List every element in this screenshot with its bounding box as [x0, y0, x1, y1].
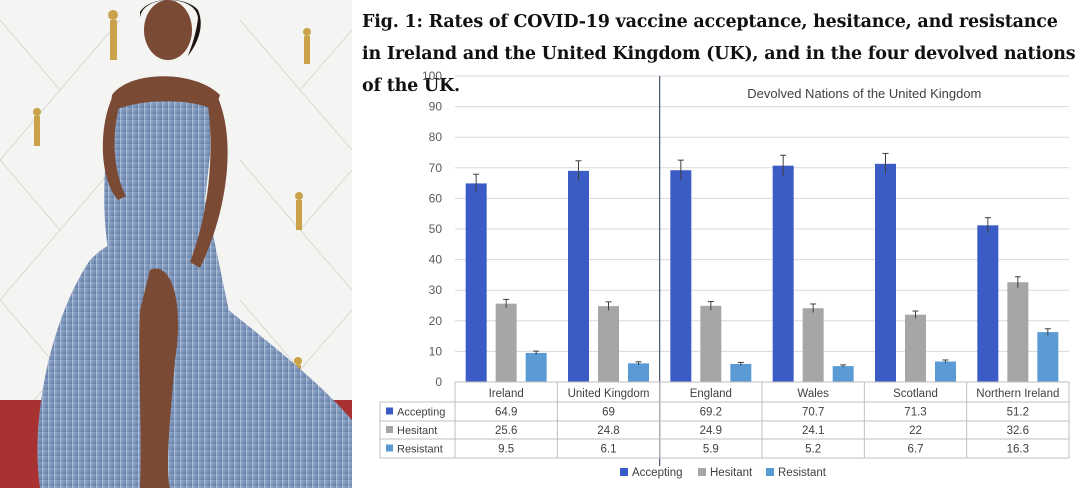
legend-label: Hesitant [710, 467, 753, 479]
bar-accepting [772, 165, 794, 382]
y-tick-label: 100 [422, 69, 442, 83]
y-tick-label: 80 [429, 130, 443, 144]
table-cell: 9.5 [498, 444, 514, 456]
bar-accepting [875, 163, 896, 382]
table-cell: 24.1 [802, 425, 824, 437]
y-tick-label: 70 [429, 161, 443, 175]
table-cell: 70.7 [802, 407, 824, 419]
category-label: England [690, 388, 732, 400]
bar-resistant [730, 363, 752, 382]
row-label: Accepting [397, 407, 445, 419]
figure-caption: Fig. 1: Rates of COVID-19 vaccine accept… [362, 12, 1076, 96]
table-cell: 16.3 [1007, 444, 1029, 456]
y-tick-label: 60 [429, 191, 443, 205]
chart-gridlines [455, 75, 1069, 383]
table-cell: 32.6 [1007, 425, 1029, 437]
y-tick-label: 10 [429, 344, 443, 358]
chart-legend: Accepting Hesitant Resistant [620, 467, 827, 479]
table-cell: 51.2 [1007, 407, 1029, 419]
bar-resistant [525, 352, 547, 382]
row-label: Hesitant [397, 425, 437, 437]
bar-accepting [568, 170, 589, 382]
table-cell: 25.6 [495, 425, 517, 437]
bar-accepting [670, 170, 692, 382]
table-cell: 5.9 [703, 444, 719, 456]
table-cell: 6.7 [908, 444, 924, 456]
y-tick-label: 20 [429, 314, 443, 328]
category-label: Scotland [893, 388, 938, 400]
chart-bars [465, 152, 1059, 382]
category-label: Wales [797, 388, 829, 400]
bar-resistant [832, 366, 854, 382]
row-swatch [386, 444, 393, 452]
bar-resistant [935, 361, 956, 382]
y-tick-label: 30 [429, 283, 443, 297]
legend-swatch [698, 468, 706, 476]
legend-swatch [766, 468, 774, 476]
bar-accepting [977, 225, 999, 382]
category-label: Ireland [489, 388, 524, 400]
row-label: Resistant [397, 444, 443, 456]
bar-hesitant [495, 303, 517, 382]
bar-hesitant [1007, 282, 1029, 382]
bar-resistant [1037, 332, 1059, 382]
row-swatch [386, 407, 393, 415]
table-cell: 22 [909, 425, 922, 437]
y-tick-label: 90 [429, 100, 443, 114]
table-cell: 69.2 [700, 407, 722, 419]
bar-hesitant [905, 314, 926, 382]
data-table: Ireland United Kingdom England Wales Scotlan… [379, 381, 1070, 459]
category-label: United Kingdom [568, 388, 650, 400]
table-cell: 6.1 [601, 444, 617, 456]
table-cell: 24.9 [700, 425, 722, 437]
y-tick-label: 0 [435, 375, 442, 389]
table-cell: 24.8 [597, 425, 619, 437]
bar-accepting [465, 183, 487, 382]
legend-label: Accepting [632, 467, 683, 479]
red-carpet-photo [0, 0, 352, 488]
legend-label: Resistant [778, 467, 827, 479]
row-swatch [386, 426, 393, 433]
bar-hesitant [802, 308, 824, 382]
table-cell: 69 [602, 407, 615, 419]
y-tick-label: 50 [429, 222, 443, 236]
legend-swatch [620, 468, 628, 476]
devolved-nations-annotation: Devolved Nations of the United Kingdom [747, 86, 981, 101]
table-cell: 64.9 [495, 407, 517, 419]
table-cell: 5.2 [805, 444, 821, 456]
y-tick-label: 40 [429, 253, 443, 267]
bar-resistant [628, 363, 649, 382]
bar-hesitant [598, 306, 619, 382]
category-label: Northern Ireland [976, 388, 1059, 400]
bar-hesitant [700, 305, 722, 382]
table-cell: 71.3 [904, 407, 926, 419]
